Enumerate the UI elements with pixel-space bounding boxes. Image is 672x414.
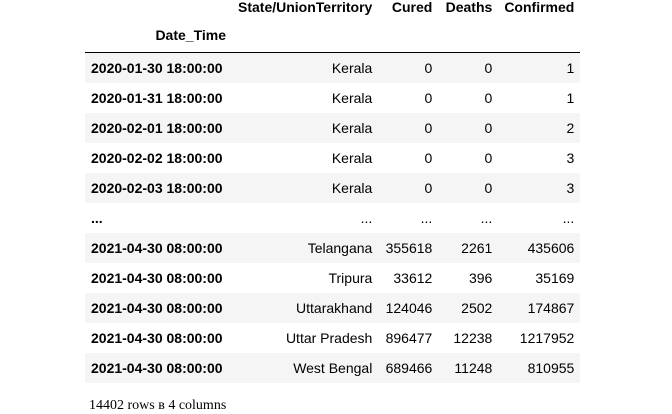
cell-deaths: ... [480, 210, 493, 226]
cell-state: Kerala [331, 150, 373, 166]
cell-state: Kerala [331, 120, 373, 136]
cell-state: ... [360, 210, 373, 226]
cell-state: Tripura [328, 270, 373, 286]
shape-summary: 14402 rows в 4 columns [89, 398, 227, 413]
table-row: 2021-04-30 08:00:00 West Bengal 689466 1124… [85, 353, 581, 383]
cell-confirmed: 1 [566, 90, 575, 106]
blank-header-cell [438, 18, 499, 53]
blank-header-cell [232, 18, 379, 53]
cell-deaths: 2261 [461, 240, 493, 256]
blank-header-cell [85, 0, 232, 18]
column-header-state: State/UnionTerritory [238, 0, 373, 15]
blank-header-cell [498, 18, 581, 53]
cell-cured: 33612 [393, 270, 433, 286]
column-header-deaths: Deaths [445, 0, 493, 15]
table-row: 2021-04-30 08:00:00 Telangana 355618 2261 43… [85, 233, 581, 263]
cell-confirmed: 435606 [527, 240, 575, 256]
table-row: 2021-04-30 08:00:00 Uttarakhand 124046 2502… [85, 293, 581, 323]
column-header-confirmed: Confirmed [504, 0, 575, 15]
row-index: 2020-01-31 18:00:00 [91, 90, 223, 106]
cell-deaths: 0 [484, 60, 493, 76]
cell-confirmed: 810955 [527, 360, 575, 376]
index-name-header: Date_Time [85, 18, 232, 53]
cell-confirmed: 1217952 [519, 330, 575, 346]
column-header-cured: Cured [391, 0, 433, 15]
cell-state: Telangana [307, 240, 373, 256]
cell-state: Kerala [331, 90, 373, 106]
row-index: 2020-02-01 18:00:00 [91, 120, 223, 136]
table-row: 2020-01-30 18:00:00 Kerala 0 0 1 [85, 52, 581, 83]
cell-confirmed: 2 [566, 120, 575, 136]
cell-deaths: 0 [484, 120, 493, 136]
table-row: ............... [85, 203, 581, 233]
row-index: 2021-04-30 08:00:00 [91, 330, 223, 346]
cell-deaths: 396 [468, 270, 493, 286]
row-index: 2021-04-30 08:00:00 [91, 240, 223, 256]
cell-deaths: 0 [484, 150, 493, 166]
blank-header-cell [378, 18, 439, 53]
cell-deaths: 0 [484, 90, 493, 106]
row-index: 2020-02-02 18:00:00 [91, 150, 223, 166]
cell-state: Kerala [331, 60, 373, 76]
row-index: 2021-04-30 08:00:00 [91, 300, 223, 316]
cell-cured: 896477 [385, 330, 433, 346]
cell-deaths: 12238 [453, 330, 493, 346]
cell-confirmed: 1 [566, 60, 575, 76]
cell-deaths: 11248 [454, 360, 493, 376]
cell-cured: ... [420, 210, 433, 226]
cell-state: Uttar Pradesh [285, 330, 373, 346]
cell-state: West Bengal [293, 360, 373, 376]
cell-state: Kerala [331, 180, 373, 196]
cell-cured: 355618 [385, 240, 433, 256]
table-row: 2020-02-01 18:00:00 Kerala 0 0 2 [85, 113, 581, 143]
row-index: 2021-04-30 08:00:00 [91, 270, 223, 286]
cell-cured: 0 [424, 180, 433, 196]
column-header-row: State/UnionTerritory Cured Deaths Confir… [85, 0, 580, 18]
cell-confirmed: 3 [566, 180, 575, 196]
row-index: ... [91, 210, 103, 226]
cell-cured: 0 [424, 120, 433, 136]
table-row: 2020-01-31 18:00:00 Kerala 0 0 1 [85, 83, 581, 113]
cell-cured: 0 [424, 150, 433, 166]
row-index: 2020-02-03 18:00:00 [91, 180, 223, 196]
cell-confirmed: 174867 [527, 300, 575, 316]
table-row: 2021-04-30 08:00:00 Tripura 33612 396 35169 [85, 263, 581, 293]
index-name-row: Date_Time [85, 18, 581, 53]
cell-cured: 0 [424, 60, 433, 76]
cell-deaths: 0 [484, 180, 493, 196]
table-row: 2020-02-03 18:00:00 Kerala 0 0 3 [85, 173, 581, 203]
row-index: 2020-01-30 18:00:00 [91, 60, 223, 76]
cell-confirmed: 35169 [535, 270, 575, 286]
cell-deaths: 2502 [461, 300, 493, 316]
table-row: 2021-04-30 08:00:00 Uttar Pradesh 896477 12… [85, 323, 581, 353]
dataframe-table: State/UnionTerritory Cured Deaths Confir… [85, 0, 581, 383]
cell-cured: 0 [424, 90, 433, 106]
cell-state: Uttarakhand [296, 300, 373, 316]
cell-cured: 124046 [385, 300, 433, 316]
cell-cured: 689466 [385, 360, 433, 376]
table-row: 2020-02-02 18:00:00 Kerala 0 0 3 [85, 143, 581, 173]
cell-confirmed: ... [562, 210, 575, 226]
cell-confirmed: 3 [566, 150, 575, 166]
row-index: 2021-04-30 08:00:00 [91, 360, 223, 376]
table-body: 2020-01-30 18:00:00 Kerala 0 0 1 2020-01-31 1… [85, 52, 581, 383]
